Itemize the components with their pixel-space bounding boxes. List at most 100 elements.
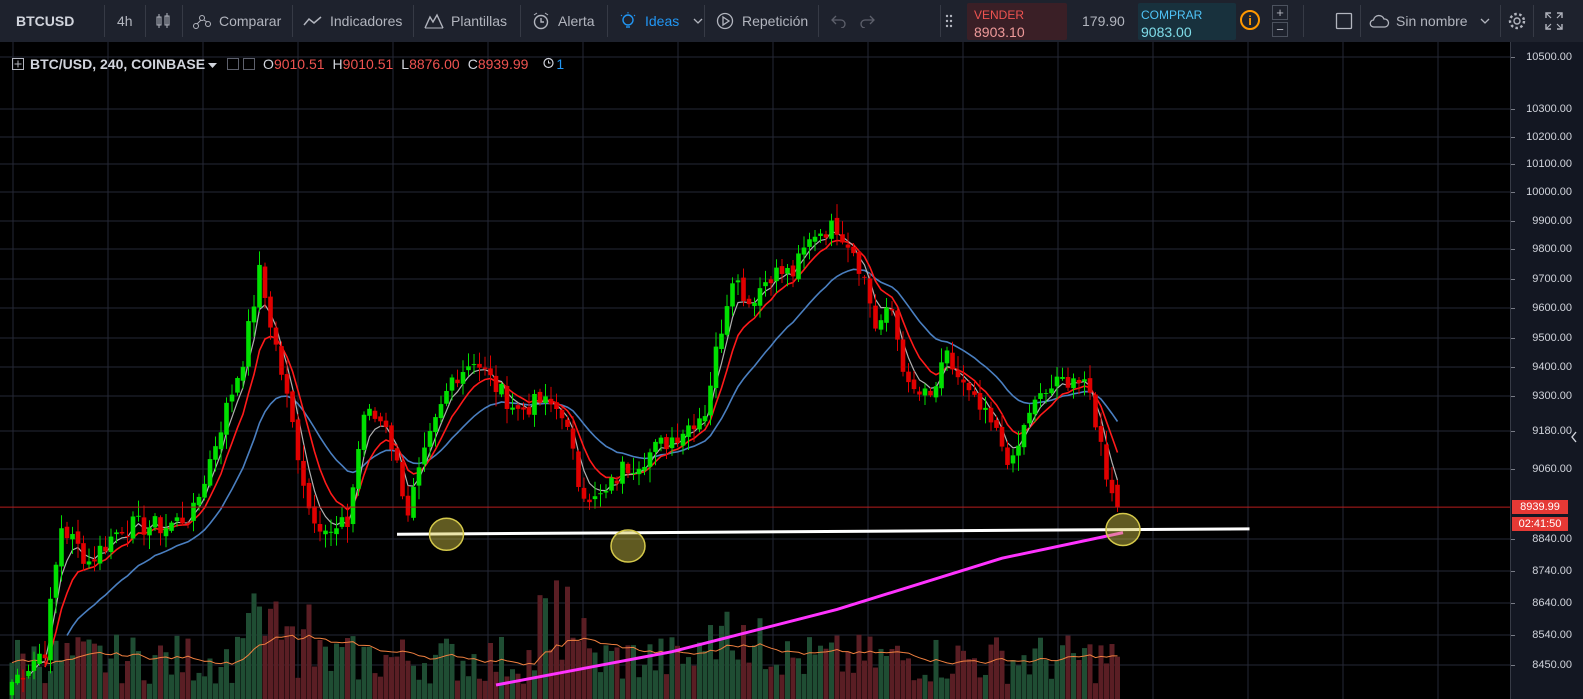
price-tick-label: 8450.00 <box>1532 659 1572 671</box>
toolbar-divider <box>1360 5 1361 37</box>
volume-bar <box>735 659 741 699</box>
volume-bar <box>42 683 48 699</box>
price-tick-mark <box>1511 192 1515 193</box>
candle-body <box>268 296 273 328</box>
volume-bar <box>75 637 81 699</box>
undo-button[interactable] <box>828 0 856 42</box>
alarm-clock-icon[interactable] <box>542 56 555 72</box>
volume-bar <box>372 673 378 699</box>
volume-bar <box>306 604 312 699</box>
volume-bar <box>383 654 389 699</box>
volume-bar <box>1071 653 1076 699</box>
indicators-button[interactable]: Indicadores <box>302 0 402 42</box>
candle-body <box>609 477 614 491</box>
volume-bar <box>829 642 834 699</box>
candle-body <box>1082 379 1087 382</box>
volume-bar <box>350 636 356 699</box>
candle-body <box>889 308 895 311</box>
candle-body <box>581 487 587 499</box>
candle-body <box>950 352 955 370</box>
candle-body <box>455 379 460 384</box>
legend-title[interactable]: BTC/USD, 240, COINBASE <box>30 56 206 72</box>
candle-body <box>224 402 229 435</box>
candle-body <box>642 466 647 471</box>
volume-bar <box>202 676 207 699</box>
volume-bar <box>1027 674 1032 699</box>
candles <box>9 204 1120 699</box>
chevron-down-icon[interactable] <box>208 56 218 72</box>
candle-body <box>658 437 664 444</box>
hide-icon[interactable] <box>227 58 240 70</box>
price-chart[interactable] <box>0 42 1510 699</box>
candle-body <box>818 233 823 237</box>
price-tick-mark <box>1511 308 1515 309</box>
volume-bar <box>741 625 746 699</box>
candle-body <box>741 277 746 301</box>
interval-button[interactable]: 4h <box>117 0 133 42</box>
price-tick-mark <box>1511 396 1515 397</box>
candle-body <box>97 545 103 564</box>
buy-button[interactable]: COMPRAR 9083.00 <box>1138 3 1236 40</box>
price-tick-label: 8640.00 <box>1532 597 1572 609</box>
ideas-button[interactable]: Ideas <box>617 0 709 42</box>
plus-button[interactable]: + <box>1272 5 1288 20</box>
minus-button[interactable]: − <box>1272 22 1288 37</box>
candle-body <box>845 244 851 248</box>
candle-body <box>724 306 730 335</box>
compare-button[interactable]: Comparar <box>191 0 281 42</box>
candle-body <box>1054 376 1060 387</box>
alert-button[interactable]: Alerta <box>530 0 595 42</box>
candle-body <box>565 419 570 427</box>
volume-bar <box>339 647 345 699</box>
candle-body <box>697 418 702 430</box>
drag-handle[interactable] <box>944 0 960 42</box>
sell-button[interactable]: VENDER 8903.10 <box>967 3 1067 40</box>
volume-bar <box>378 676 383 699</box>
add-symbol-icon[interactable] <box>12 58 24 70</box>
candle-body <box>257 264 262 308</box>
price-tick-mark <box>1511 469 1515 470</box>
volume-bar <box>730 650 735 699</box>
settings-button[interactable] <box>1506 0 1534 42</box>
price-tick-label: 8740.00 <box>1532 565 1572 577</box>
templates-button[interactable]: Plantillas <box>423 0 507 42</box>
volume-bar <box>114 634 119 699</box>
save-layout-button[interactable]: Sin nombre <box>1368 0 1496 42</box>
symbol-search[interactable]: BTCUSD <box>16 0 74 42</box>
candle-body <box>592 496 598 500</box>
toolbar-divider <box>704 5 705 37</box>
volume-bar <box>510 669 515 699</box>
slow-ema-line <box>66 268 1119 636</box>
candle-body <box>752 302 757 307</box>
candle-body <box>686 425 691 437</box>
volume-bar <box>950 673 955 699</box>
volume-bar <box>867 636 873 699</box>
replay-button[interactable]: Repetición <box>714 0 808 42</box>
volume-bar <box>301 629 306 699</box>
volume-bar <box>389 657 394 699</box>
price-axis[interactable]: 8450.00 8540.00 8640.00 8740.00 8840.00 9060.… <box>1510 42 1583 699</box>
candle-body <box>796 253 801 280</box>
interval-label: 4h <box>117 13 133 29</box>
cloud-icon <box>1368 10 1390 32</box>
candle-body <box>647 452 653 467</box>
volume-bar <box>620 678 625 699</box>
toolbar-divider <box>145 5 146 37</box>
volume-bar <box>433 654 438 699</box>
volume-bar <box>471 654 477 699</box>
settings-small-icon[interactable] <box>243 58 256 70</box>
fullscreen-toggle-button[interactable] <box>1333 0 1361 42</box>
candle-body <box>312 506 317 524</box>
info-icon[interactable]: i <box>1240 10 1260 30</box>
toolbar-divider <box>182 5 183 37</box>
redo-button[interactable] <box>856 0 884 42</box>
volume-bar <box>669 637 675 699</box>
price-tick-mark <box>1511 137 1515 138</box>
maximize-button[interactable] <box>1543 0 1571 42</box>
chevron-left-icon[interactable] <box>1570 430 1578 448</box>
chart-type-button[interactable] <box>152 0 180 42</box>
price-tick-label: 9500.00 <box>1532 332 1572 344</box>
buy-price: 9083.00 <box>1141 24 1192 40</box>
volume-bar <box>939 677 944 699</box>
candle-body <box>9 681 15 696</box>
